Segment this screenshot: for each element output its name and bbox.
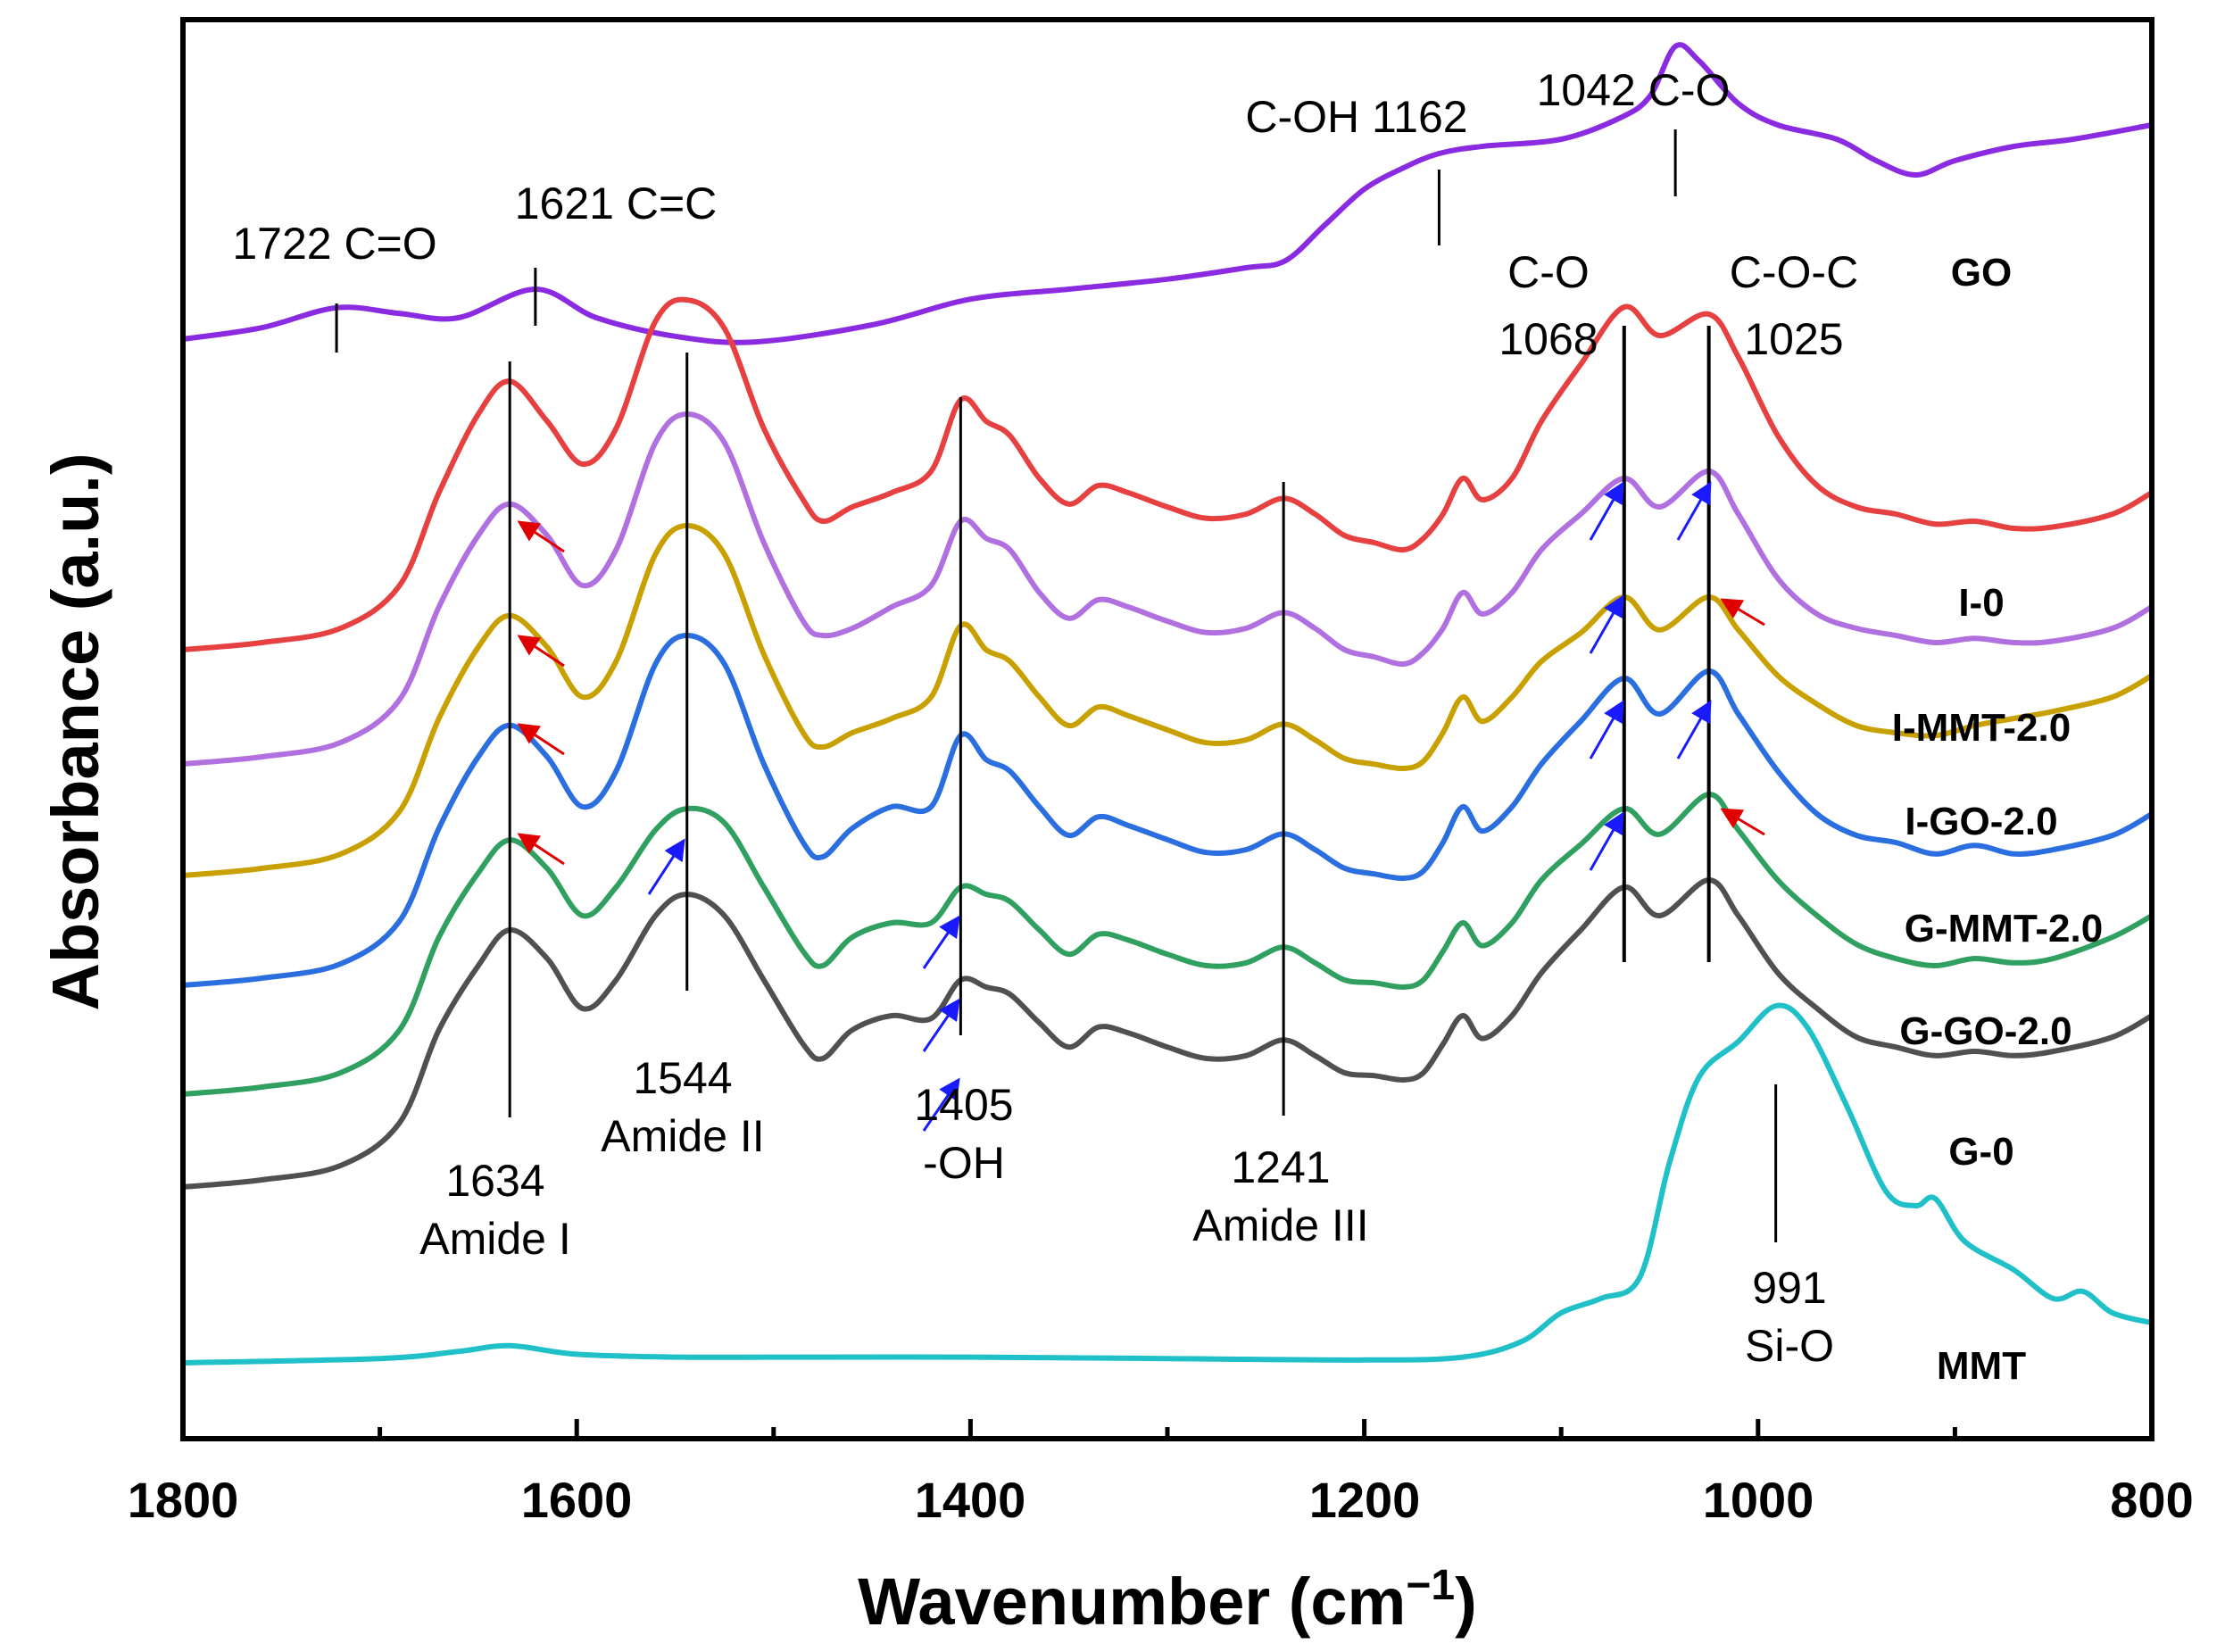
series-line-g-mmt-2.0 [182,633,2154,988]
anno-1634-text: Amide I [419,1214,571,1264]
anno-1241-text: Amide III [1192,1200,1368,1250]
blue-shift-arrow [1589,811,1624,871]
series-label-i-mmt-2.0: I-MMT-2.0 [1892,706,2071,750]
red-shift-arrow [517,635,565,668]
anno-1544-num: 1544 [633,1053,732,1103]
anno-1722: 1722 C=O [232,219,436,269]
x-axis-title: Wavenumber (cm−1) [858,1562,1476,1639]
anno-991-num: 991 [1752,1263,1826,1313]
x-tick-label-1200: 1200 [1309,1472,1421,1528]
x-axis-title-main: Wavenumber (cm [858,1565,1406,1639]
series-label-g-mmt-2.0: G-MMT-2.0 [1905,907,2103,951]
anno-1621: 1621 C=C [515,178,718,228]
blue-shift-arrow [647,838,685,895]
x-axis-ticks [180,1419,2154,1439]
anno-coc: C-O-C [1730,247,1858,297]
x-tick-label-1800: 1800 [128,1472,239,1528]
red-shift-arrow [517,520,565,553]
anno-1068: 1068 [1499,314,1598,364]
series-line-i-0 [182,296,2154,652]
series-line-mmt [182,1002,2153,1366]
anno-991-text: Si-O [1745,1321,1834,1371]
x-tick-label-800: 800 [2110,1472,2193,1528]
anno-1405-text: -OH [923,1138,1005,1188]
blue-shift-arrow [922,1077,960,1132]
anno-1042: 1042 C-O [1537,65,1731,115]
blue-shift-arrow [1676,700,1712,760]
x-tick-label-1000: 1000 [1703,1472,1814,1528]
x-axis-title-close: ) [1455,1565,1477,1639]
x-tick-label-1600: 1600 [521,1472,633,1528]
y-axis-title: Absorbance (a.u.) [38,453,112,1011]
series-label-i-go-2.0: I-GO-2.0 [1905,800,2057,843]
red-shift-arrow [517,723,565,756]
anno-1544-text: Amide II [601,1111,764,1161]
anno-co: C-O [1507,247,1590,297]
series-label-g-go-2.0: G-GO-2.0 [1899,1009,2071,1053]
blue-shift-arrow [922,998,960,1052]
blue-shift-arrow [1589,594,1624,654]
series-label-mmt: MMT [1937,1344,2026,1388]
peak-marker-lines [335,129,1778,1242]
series-label-go: GO [1951,251,2012,295]
spectra-group [182,42,2154,1366]
blue-shift-arrow [1589,481,1624,541]
series-line-g-go-2.0 [182,792,2154,1097]
anno-1634-num: 1634 [445,1156,544,1206]
shift-arrows [517,481,1765,1132]
series-label-g-0: G-0 [1948,1130,2013,1174]
series-label-i-0: I-0 [1958,581,2004,625]
anno-1405-num: 1405 [914,1080,1013,1130]
x-axis-title-sup: −1 [1406,1562,1455,1609]
red-shift-arrow [1720,808,1765,836]
anno-1162: C-OH 1162 [1245,92,1467,142]
series-line-i-go-2.0 [182,523,2154,878]
red-shift-arrow [517,833,565,866]
series-line-g-0 [182,877,2154,1190]
series-line-go [182,42,2153,345]
blue-shift-arrow [1676,481,1712,541]
series-line-i-mmt-2.0 [182,411,2154,767]
red-shift-arrow [1720,598,1765,627]
anno-1241-num: 1241 [1231,1142,1330,1192]
anno-1025: 1025 [1744,314,1843,364]
blue-shift-arrow [922,915,960,969]
blue-shift-arrow [1589,700,1624,760]
x-tick-label-1400: 1400 [915,1472,1026,1528]
